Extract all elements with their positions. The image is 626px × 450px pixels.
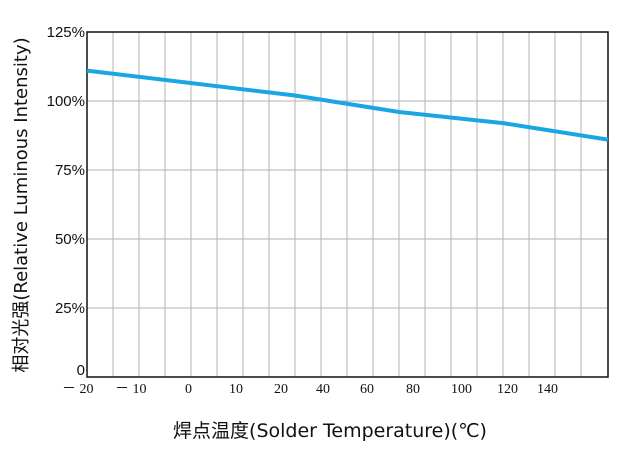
x-tick-label: 60 <box>360 382 374 397</box>
y-tick-label: 50% <box>55 231 85 248</box>
plot-frame <box>86 31 609 378</box>
y-tick-label: 125% <box>47 24 85 41</box>
x-tick-label: 40 <box>316 382 330 397</box>
x-tick-label: 100 <box>451 382 472 397</box>
x-tick-label: 20 <box>274 382 288 397</box>
x-tick-label: 0 <box>185 382 192 397</box>
x-tick-label: － 10 <box>115 382 147 397</box>
x-tick-label: 120 <box>497 382 518 397</box>
y-tick-label: 25% <box>55 300 85 317</box>
x-tick-label: － 20 <box>62 382 94 397</box>
x-axis-label: 焊点温度(Solder Temperature)(℃) <box>173 420 487 442</box>
gridlines <box>87 32 608 377</box>
y-tick-label: 0 <box>77 362 85 379</box>
y-tick-labels: 0 25% 50% 75% 100% 125% <box>47 24 85 379</box>
y-tick-label: 100% <box>47 93 85 110</box>
y-axis-label: 相对光强(Relative Luminous Intensity) <box>11 37 32 372</box>
series-lines <box>86 68 609 142</box>
series-line <box>86 68 609 142</box>
x-tick-labels: － 20 － 10 0 10 20 40 60 80 100 120 140 <box>62 382 558 397</box>
x-tick-label: 80 <box>406 382 420 397</box>
x-tick-label: 10 <box>229 382 243 397</box>
y-tick-label: 75% <box>55 162 85 179</box>
x-tick-label: 140 <box>537 382 558 397</box>
